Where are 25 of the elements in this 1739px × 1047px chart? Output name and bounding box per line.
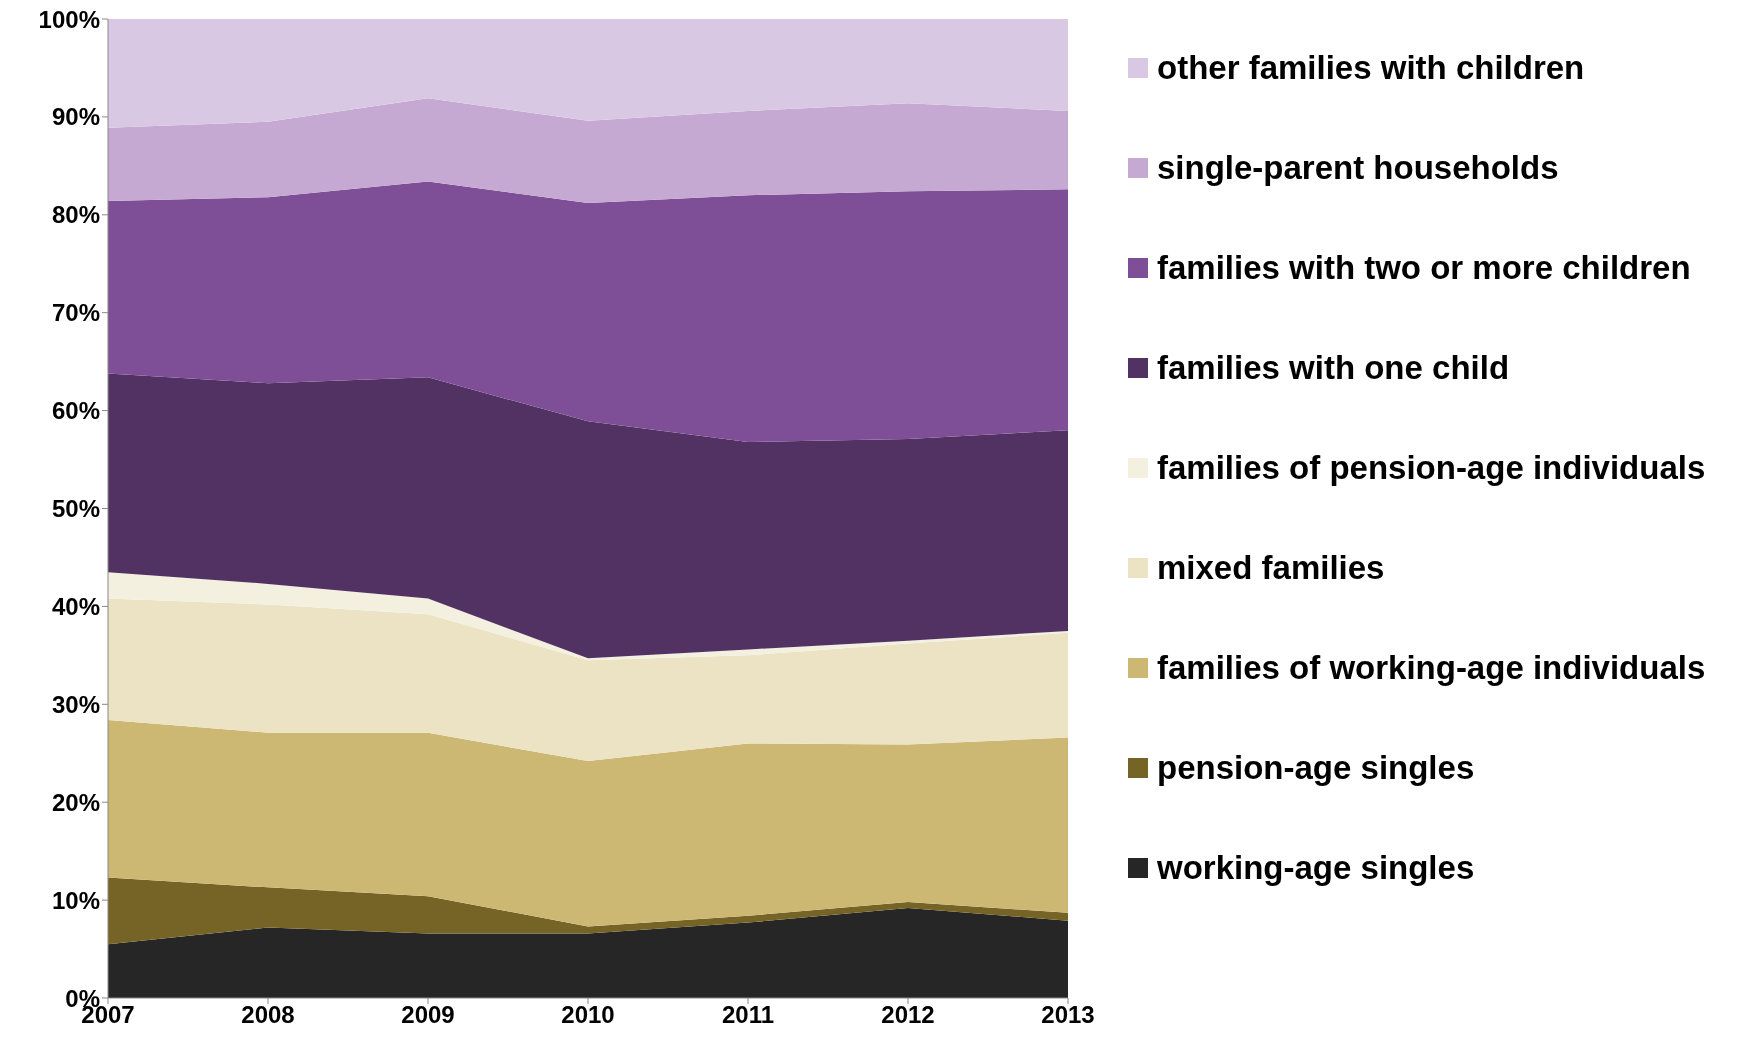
y-tick-label: 30%: [51, 690, 100, 718]
legend-label: pension-age singles: [1157, 749, 1475, 787]
legend-label: families with two or more children: [1157, 249, 1691, 287]
legend-label: other families with children: [1157, 49, 1585, 87]
legend-label: single-parent households: [1157, 149, 1559, 187]
x-tick-label: 2010: [561, 1001, 615, 1029]
legend-label: working-age singles: [1157, 849, 1475, 887]
y-tick-label: 80%: [51, 201, 100, 229]
x-tick-label: 2012: [881, 1001, 935, 1029]
y-tick-label: 10%: [51, 886, 100, 914]
y-tick-label: 90%: [51, 103, 100, 131]
y-tick-label: 60%: [51, 397, 100, 425]
legend-label: families of pension-age individuals: [1157, 449, 1706, 487]
y-tick-label: 70%: [51, 299, 100, 327]
legend-label: families of working-age individuals: [1157, 649, 1706, 687]
y-tick-label: 40%: [51, 592, 100, 620]
x-tick-label: 2011: [721, 1001, 775, 1029]
legend-label: families with one child: [1157, 349, 1510, 387]
x-tick-label: 2009: [401, 1001, 455, 1029]
x-tick-label: 2008: [241, 1001, 295, 1029]
y-tick-label: 50%: [51, 495, 100, 523]
y-tick-label: 20%: [51, 788, 100, 816]
x-tick-label: 2013: [1041, 1001, 1095, 1029]
legend-label: mixed families: [1157, 549, 1385, 587]
y-tick-label: 100%: [38, 5, 100, 33]
